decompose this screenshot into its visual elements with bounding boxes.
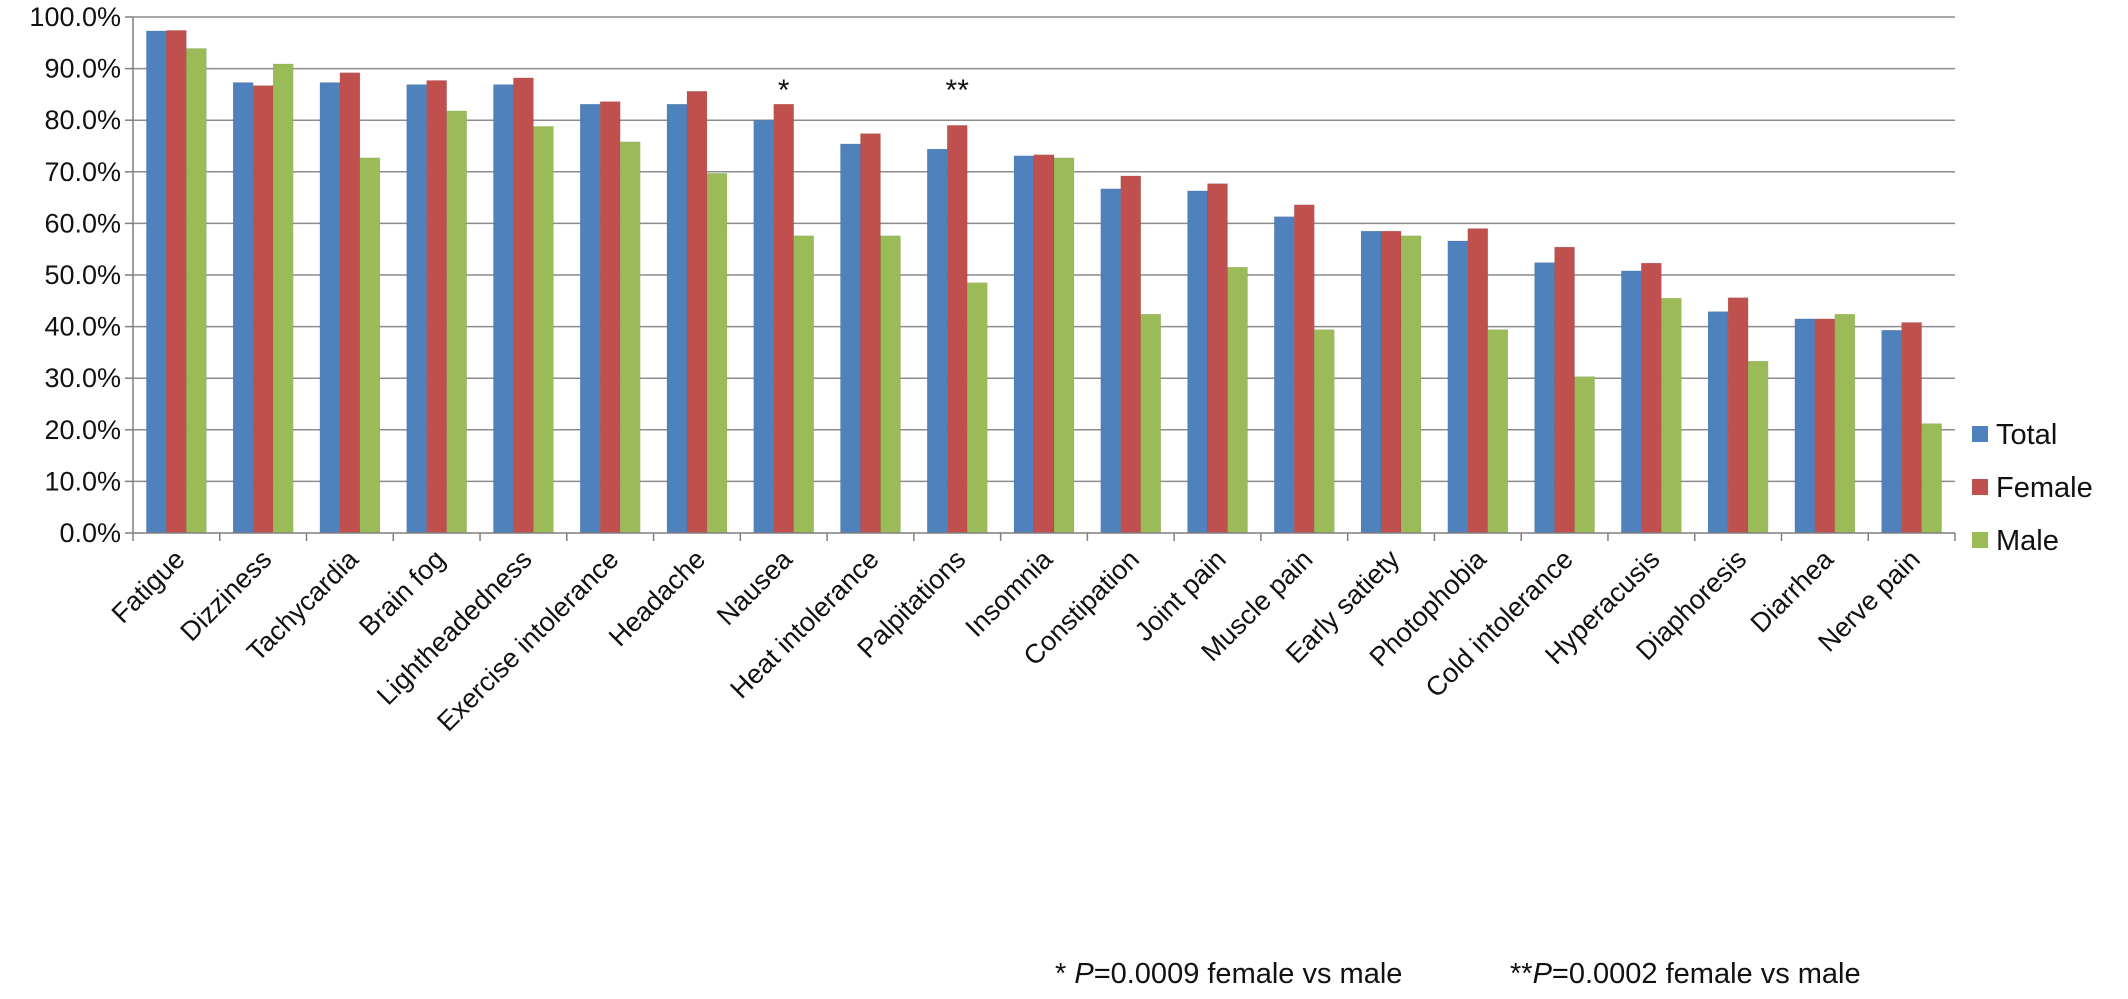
bar-female xyxy=(339,72,361,534)
bar-male xyxy=(966,282,988,534)
y-axis-ticks: 0.0% 10.0% 20.0% 30.0% 40.0% 50.0% 60.0% 70.0% 8… xyxy=(29,2,121,548)
legend-label-total: Total xyxy=(1996,419,2057,451)
y-tick-label: 90.0% xyxy=(44,54,121,84)
bar-female xyxy=(166,30,187,534)
y-tick-label: 50.0% xyxy=(44,260,121,290)
x-tick-label: Fatigue xyxy=(106,544,191,629)
legend-swatch-total xyxy=(1972,426,1988,442)
bar-total xyxy=(406,84,427,534)
bar-male xyxy=(359,157,381,534)
bar-total xyxy=(579,103,601,534)
legend-label-male: Male xyxy=(1996,525,2059,557)
axes xyxy=(125,16,1956,541)
bar-male xyxy=(1747,360,1769,534)
bar-total xyxy=(1360,230,1382,534)
bar-male xyxy=(1574,376,1595,534)
y-tick-label: 20.0% xyxy=(44,415,121,445)
y-tick-label: 60.0% xyxy=(44,208,121,238)
bar-male xyxy=(1400,235,1422,534)
y-tick-label: 0.0% xyxy=(59,518,121,548)
bar-total xyxy=(1881,329,1902,534)
legend-swatch-male xyxy=(1972,532,1988,548)
bar-female xyxy=(1901,322,1922,534)
bar-female xyxy=(773,103,794,534)
bar-female xyxy=(860,133,881,534)
significance-annotations: * ** xyxy=(778,74,969,107)
bar-female xyxy=(599,101,621,534)
bar-female xyxy=(1294,204,1315,534)
footnote-1: * P=0.0009 female vs male xyxy=(1055,958,1402,990)
bar-male xyxy=(619,141,641,534)
bar-female xyxy=(1120,175,1142,534)
bar-male xyxy=(880,235,901,534)
footnotes: * P=0.0009 female vs male **P=0.0002 fem… xyxy=(1055,958,1861,990)
bar-male xyxy=(1053,157,1075,534)
bar-total xyxy=(1013,155,1035,534)
bar-female xyxy=(513,77,534,534)
bar-female xyxy=(252,85,274,534)
bar-female xyxy=(1814,318,1836,534)
x-tick-label: Heat intolerance xyxy=(724,544,884,704)
bar-male xyxy=(1227,267,1248,534)
y-tick-label: 10.0% xyxy=(44,466,121,496)
bar-male xyxy=(1834,313,1856,534)
x-tick-label: Nausea xyxy=(711,543,799,631)
bar-total xyxy=(1794,318,1816,534)
bar-total xyxy=(232,82,254,534)
bar-total xyxy=(1534,262,1555,534)
significance-marker: ** xyxy=(946,74,970,107)
x-tick-label: Cold intolerance xyxy=(1420,544,1579,703)
bar-female xyxy=(1727,297,1749,534)
bar-total xyxy=(1187,190,1208,534)
footnote-2: **P=0.0002 female vs male xyxy=(1510,958,1861,990)
bar-female xyxy=(1380,230,1402,534)
bar-male xyxy=(186,48,207,534)
bar-female xyxy=(1641,262,1662,534)
bars xyxy=(146,30,1942,534)
y-tick-label: 80.0% xyxy=(44,105,121,135)
bar-female xyxy=(946,125,968,534)
bar-male xyxy=(1314,329,1335,534)
legend-label-female: Female xyxy=(1996,472,2093,504)
bar-male xyxy=(446,110,467,534)
bar-male xyxy=(1140,313,1162,534)
bar-total xyxy=(1707,311,1729,534)
bar-total xyxy=(1100,188,1122,534)
bar-total xyxy=(146,30,167,534)
bar-female xyxy=(1033,154,1055,534)
bar-male xyxy=(793,235,814,534)
bar-total xyxy=(753,119,774,534)
legend-swatch-female xyxy=(1972,479,1988,495)
legend: Total Female Male xyxy=(1972,419,2093,557)
bar-total xyxy=(926,148,948,534)
bar-total xyxy=(1447,240,1469,534)
bar-total xyxy=(666,103,688,534)
bar-male xyxy=(1487,329,1509,534)
bar-female xyxy=(686,91,708,534)
y-tick-label: 30.0% xyxy=(44,363,121,393)
bar-total xyxy=(1274,216,1295,534)
bar-total xyxy=(840,143,861,534)
significance-marker: * xyxy=(778,74,790,107)
bar-total xyxy=(1621,270,1642,534)
y-tick-label: 100.0% xyxy=(29,2,121,32)
bar-total xyxy=(319,82,341,534)
y-tick-label: 70.0% xyxy=(44,157,121,187)
bar-male xyxy=(272,63,294,534)
bar-female xyxy=(1207,183,1228,534)
bar-male xyxy=(1921,423,1942,534)
bar-female xyxy=(426,80,447,534)
bar-male xyxy=(1661,297,1682,534)
bar-total xyxy=(493,84,514,534)
bar-female xyxy=(1554,246,1575,534)
y-tick-label: 40.0% xyxy=(44,312,121,342)
bar-male xyxy=(706,173,728,534)
bar-male xyxy=(533,126,554,534)
x-tick-label: Lightheadedness xyxy=(371,544,538,711)
bar-female xyxy=(1467,228,1489,534)
